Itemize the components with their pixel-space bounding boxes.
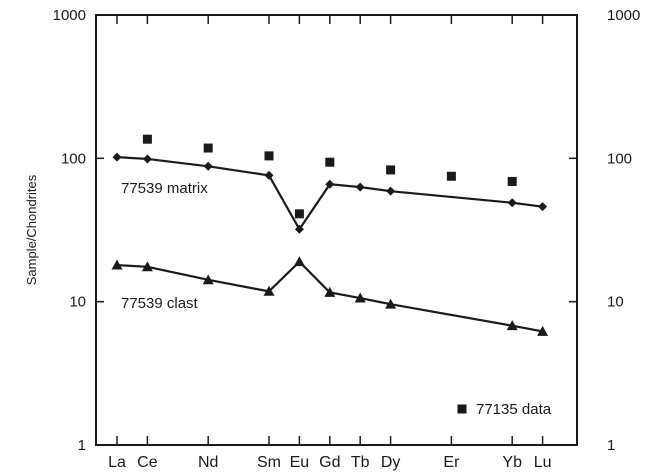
- x-tick-label: Gd: [319, 454, 340, 471]
- diamond-marker: [264, 170, 274, 180]
- series-line: [116, 156, 543, 231]
- diamond-marker: [507, 198, 517, 208]
- y-tick-label-left: 100: [61, 150, 86, 167]
- triangle-marker: [111, 259, 123, 270]
- x-ticks: La Ce Nd Sm Eu Gd Tb Dy Er Yb Lu: [108, 15, 551, 471]
- square-marker: [294, 209, 304, 219]
- plot-axes: [95, 14, 578, 446]
- x-tick-label: La: [108, 454, 126, 471]
- diamond-marker: [538, 202, 548, 212]
- x-tick-label: Er: [443, 454, 460, 471]
- x-tick-label: Eu: [290, 454, 310, 471]
- x-tick-label: Ce: [137, 454, 158, 471]
- triangle-marker: [324, 286, 336, 297]
- x-tick-label: Tb: [351, 454, 370, 471]
- legend-label: 77135 data: [476, 401, 552, 418]
- triangle-marker: [537, 325, 549, 336]
- triangle-marker: [141, 261, 153, 272]
- triangle-marker: [263, 285, 275, 296]
- series-77539-clast: [111, 256, 549, 336]
- diamond-marker: [386, 186, 396, 196]
- diamond-marker: [142, 154, 152, 164]
- diamond-marker: [355, 182, 365, 192]
- triangle-marker: [202, 274, 214, 285]
- square-marker: [386, 165, 396, 175]
- triangle-marker: [354, 292, 366, 303]
- x-tick-label: Nd: [198, 454, 218, 471]
- series-label-matrix: 77539 matrix: [121, 180, 208, 197]
- y-tick-label-left: 10: [69, 294, 86, 311]
- plot-frame: [95, 14, 578, 446]
- diamond-marker: [203, 161, 213, 171]
- annotation-labels: Sample/Chondrites 77539 matrix 77539 clast…: [24, 174, 552, 418]
- x-tick-label: Dy: [381, 454, 401, 471]
- square-marker: [446, 171, 456, 181]
- square-marker: [325, 157, 335, 167]
- y-tick-label-right: 1000: [607, 7, 640, 24]
- series-77135-data: [142, 134, 517, 219]
- square-marker: [457, 404, 467, 414]
- series-line: [116, 260, 543, 333]
- legend: 77135 data: [457, 401, 552, 418]
- y-axis-label: Sample/Chondrites: [24, 174, 39, 285]
- triangle-marker: [293, 256, 305, 267]
- square-marker: [507, 176, 517, 186]
- square-marker: [142, 134, 152, 144]
- series-layer: [111, 134, 549, 336]
- x-tick-label: Yb: [502, 454, 522, 471]
- diamond-marker: [112, 152, 122, 162]
- y-tick-label-right: 10: [607, 294, 624, 311]
- y-ticks-left: 1 10 100 1000: [53, 7, 104, 454]
- y-tick-label-left: 1000: [53, 7, 86, 24]
- series-77539-matrix: [112, 152, 548, 234]
- x-tick-label: Sm: [257, 454, 281, 471]
- triangle-marker: [506, 320, 518, 331]
- y-tick-label-right: 100: [607, 150, 632, 167]
- y-tick-label-left: 1: [78, 437, 86, 454]
- diamond-marker: [294, 224, 304, 234]
- square-marker: [264, 151, 274, 161]
- diamond-marker: [325, 179, 335, 189]
- square-marker: [203, 143, 213, 153]
- y-tick-label-right: 1: [607, 437, 615, 454]
- triangle-marker: [385, 298, 397, 309]
- series-label-clast: 77539 clast: [121, 295, 199, 312]
- y-ticks-right: 1 10 100 1000: [569, 7, 640, 454]
- x-tick-label: Lu: [534, 454, 552, 471]
